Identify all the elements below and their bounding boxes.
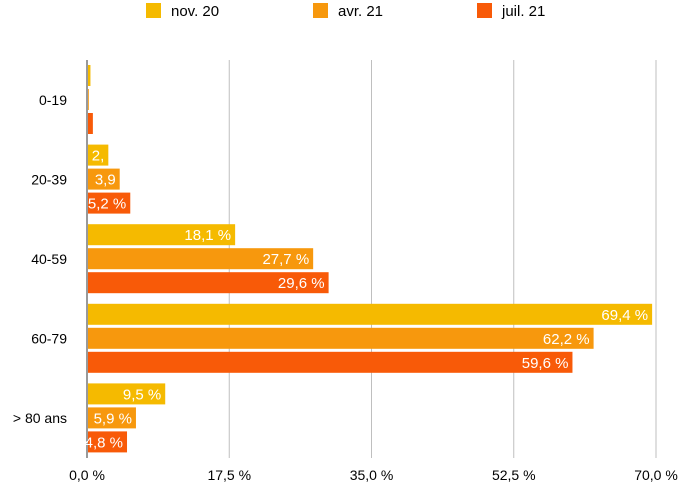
category-label-1: 20-39: [31, 171, 67, 187]
bar-4-0: [88, 383, 166, 405]
bar-2-1: [88, 248, 314, 270]
category-labels: 0-19 20-39 40-59 60-79 > 80 ans: [13, 92, 67, 426]
legend-swatch-1: [313, 3, 328, 18]
x-tick-label-4: 70,0 %: [634, 467, 678, 483]
grid-lines: [86, 60, 657, 458]
bar-3-2: [88, 351, 573, 373]
category-label-2: 40-59: [31, 251, 67, 267]
legend-label-0: nov. 20: [171, 3, 219, 20]
bar-value-label-2-1: 27,7 %: [262, 251, 309, 268]
category-label-4: > 80 ans: [13, 410, 67, 426]
bar-0-2: [88, 113, 93, 134]
category-label-0: 0-19: [39, 92, 67, 108]
legend: nov. 20 avr. 21 juil. 21: [146, 3, 545, 20]
bar-2-2: [88, 272, 329, 294]
bar-3-1: [88, 327, 594, 349]
bar-3-0: [88, 303, 653, 325]
bar-value-label-2-2: 29,6 %: [278, 275, 325, 292]
x-tick-label-3: 52,5 %: [492, 467, 536, 483]
bar-value-label-4-0: 9,5 %: [123, 386, 161, 403]
bar-value-label-2-0: 18,1 %: [184, 227, 231, 244]
bar-1-0: [88, 144, 109, 166]
bar-value-label-1-0: 2,: [92, 148, 105, 165]
bar-0-0: [88, 65, 91, 86]
bar-value-label-4-1: 5,9 %: [94, 410, 132, 427]
legend-swatch-2: [477, 3, 492, 18]
bar-4-2: [88, 431, 128, 453]
category-label-3: 60-79: [31, 331, 67, 347]
bar-value-label-4-2: 4,8 %: [85, 434, 123, 451]
x-tick-label-1: 17,5 %: [207, 467, 251, 483]
legend-label-1: avr. 21: [338, 3, 383, 20]
bar-value-label-3-2: 59,6 %: [522, 355, 569, 372]
bars: 2, 3,9 5,2 % 18,1 % 27,7 % 29,6 % 69,4 % 62,2 %…: [85, 65, 653, 453]
bar-value-label-3-0: 69,4 %: [601, 307, 648, 324]
bar-value-label-1-1: 3,9: [95, 172, 116, 189]
legend-label-2: juil. 21: [501, 3, 545, 20]
bar-value-label-3-1: 62,2 %: [543, 331, 590, 348]
bar-1-1: [88, 168, 120, 190]
x-tick-label-2: 35,0 %: [350, 467, 394, 483]
bar-0-1: [88, 89, 89, 110]
bar-1-2: [88, 192, 131, 214]
bar-2-0: [88, 224, 236, 246]
legend-swatch-0: [146, 3, 161, 18]
x-tick-labels: 0,0 % 17,5 % 35,0 % 52,5 % 70,0 %: [69, 467, 678, 483]
x-tick-label-0: 0,0 %: [69, 467, 105, 483]
bar-4-1: [88, 407, 136, 429]
bar-value-label-1-2: 5,2 %: [88, 196, 126, 213]
